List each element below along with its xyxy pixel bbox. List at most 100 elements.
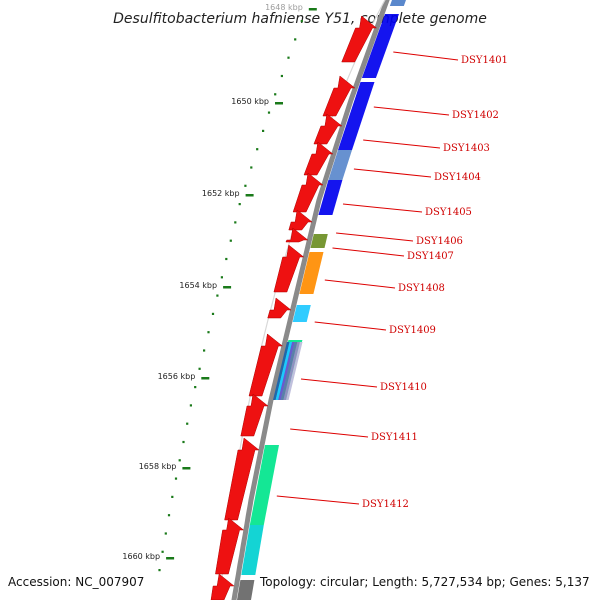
major-tick [275,102,283,105]
feature-block [389,0,406,6]
minor-tick-dot [229,239,232,242]
feature-block [292,305,311,322]
minor-tick-dot [262,129,265,132]
gene-label: DSY1405 [425,207,472,218]
gene-leader-line [276,495,360,505]
gene-leader-line [314,321,387,331]
tick-label: 1648 kbp [265,3,303,12]
major-tick [201,377,210,380]
major-tick [166,557,175,560]
minor-tick-dot [280,74,283,78]
gene-leader-line [342,203,423,213]
minor-tick-dot [174,477,178,480]
gene-label: DSY1403 [443,143,490,154]
minor-tick-dot [287,56,290,59]
gene-arrow-forward [341,15,378,63]
tick-label: 1654 kbp [179,281,217,290]
major-tick [182,467,191,470]
gene-label: DSY1402 [452,110,499,121]
tick-label: 1650 kbp [231,97,269,106]
minor-tick-dot [238,203,241,206]
minor-tick-dot [211,312,215,315]
minor-tick-dot [256,148,259,151]
minor-tick-dot [300,20,303,23]
minor-tick-dot [274,93,277,96]
gene-arrow-forward [240,393,269,437]
gene-label: DSY1404 [434,172,481,183]
gene-label: DSY1410 [380,382,427,393]
minor-tick-dot [234,221,237,224]
feature-block [237,580,255,600]
genome-backbone [231,0,390,600]
feature-stripe [283,342,300,400]
tick-label: 1660 kbp [122,552,160,561]
minor-tick-dot [198,367,201,370]
gene-leader-line [363,139,441,149]
major-tick [245,194,254,197]
gene-leader-line [300,378,378,388]
tick-label: 1658 kbp [139,462,177,471]
map-title: Desulfitobacterium hafniense Y51, comple… [113,11,487,27]
minor-tick-dot [189,404,192,407]
gene-leader-line [353,168,432,178]
feature-block [328,150,352,180]
minor-tick-dot [225,257,228,261]
minor-tick-dot [207,331,210,334]
feature-block [310,234,328,248]
feature-block [299,252,324,294]
minor-tick-dot [220,276,223,279]
gene-label: DSY1407 [407,251,454,262]
gene-arrow-forward [267,297,292,319]
minor-tick-dot [216,294,219,297]
minor-tick-dot [244,184,247,187]
gene-label: DSY1409 [389,325,436,336]
feature-stripe [273,342,290,400]
gene-arrow-forward [288,209,313,231]
gene-label: DSY1408 [398,283,445,294]
forward-genes [210,15,378,600]
minor-tick-dot [158,569,161,572]
minor-tick-dot [203,349,206,352]
feature-block [249,445,279,525]
minor-tick-dot [194,386,197,389]
feature-block [318,180,343,215]
accession-text: Accession: NC_007907 [8,575,145,589]
gene-leader-line [373,106,450,116]
gene-labels: DSY1401 DSY1402 DSY1403 DSY1404 DSY1405 DSY14… [276,51,508,510]
minor-tick-dot [167,514,171,517]
minor-tick-dot [164,532,167,535]
feature-block [338,82,375,150]
feature-stripe [280,342,298,400]
tick-label: 1652 kbp [202,189,240,198]
minor-tick-dot [267,111,271,114]
gene-leader-line [332,247,405,257]
major-tick [223,286,232,289]
minor-tick-dot [171,495,174,498]
gene-leader-line [336,232,414,242]
feature-block [361,14,399,78]
minor-tick-dot [250,166,253,169]
minor-tick-dot [294,38,297,41]
topology-text: Topology: circular; Length: 5,727,534 bp… [260,575,590,589]
gene-label: DSY1411 [371,432,418,443]
major-tick [308,8,317,11]
gene-label: DSY1412 [362,499,409,510]
gene-arrow-forward [273,244,305,293]
gene-arrow-forward [285,227,309,243]
feature-stripe [275,342,293,400]
major-ticks: 1648 kbp 1650 kbp 1652 kbp 1654 kbp 1656 kbp… [122,3,317,561]
gene-arrow-forward [210,573,235,600]
tick-label: 1656 kbp [158,372,196,381]
feature-stripe [278,342,295,400]
minor-tick-dots [158,20,303,572]
gene-leader-line [393,51,459,61]
gene-label: DSY1401 [461,55,508,66]
feature-block [241,525,264,575]
minor-tick-dot [161,550,164,553]
minor-tick-dot [182,440,185,444]
minor-tick-dot [186,422,189,425]
feature-track [237,0,406,600]
gene-arrow-forward [215,517,245,575]
gene-leader-line [290,428,369,438]
